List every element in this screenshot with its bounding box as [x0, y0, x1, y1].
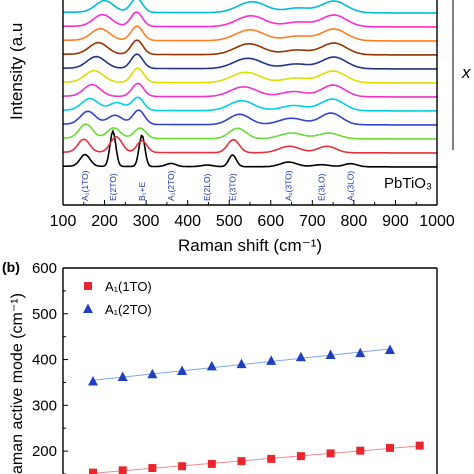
- x-tick-label: 300: [133, 213, 160, 230]
- x-tick-label: 600: [257, 213, 284, 230]
- panel-b-series: [88, 344, 424, 474]
- pbtio3-label: PbTiO₃: [384, 175, 432, 192]
- spectrum-line: [63, 109, 437, 126]
- x-tick-label: 100: [50, 213, 77, 230]
- data-point-square: [267, 454, 276, 463]
- data-point-square: [296, 452, 305, 461]
- data-point-triangle: [355, 347, 366, 358]
- data-point-triangle: [206, 360, 217, 371]
- data-point-triangle: [147, 368, 158, 379]
- x-tick-label: 800: [341, 213, 368, 230]
- panel-a-ticks: 100 200 300 400 500 600 700 800 900 1000: [50, 200, 455, 230]
- x-tick-label: 900: [382, 213, 409, 230]
- spectrum-line: [63, 11, 437, 28]
- data-point-triangle: [236, 358, 247, 369]
- data-point-triangle: [117, 371, 128, 381]
- legend-label: A₁(2TO): [105, 302, 152, 317]
- spectrum-line: [63, 96, 437, 112]
- data-point-square: [356, 446, 365, 455]
- spectrum-line: [63, 0, 437, 14]
- spectrum-line: [63, 53, 437, 70]
- panel-a-xlabel: Raman shift (cm⁻¹): [178, 236, 322, 255]
- y-tick-label: 500: [32, 306, 57, 323]
- x-tick-label: 700: [299, 213, 326, 230]
- data-point-triangle: [177, 365, 188, 375]
- legend-label: A₁(1TO): [105, 279, 152, 294]
- data-point-square: [326, 449, 335, 458]
- spectrum-line: [63, 67, 437, 84]
- y-tick-label: 300: [32, 397, 57, 414]
- data-point-square: [118, 466, 127, 474]
- mode-label: A₁(3TO): [284, 170, 294, 201]
- spectrum-line: [63, 39, 437, 56]
- spectra-group: [62, 0, 437, 168]
- data-point-square: [415, 441, 424, 450]
- y-tick-label: 600: [32, 260, 57, 277]
- panel-b-label: (b): [2, 259, 20, 275]
- legend: A₁(1TO) A₁(2TO): [83, 279, 152, 317]
- spectrum-line: [62, 82, 437, 98]
- legend-marker: [83, 303, 93, 313]
- panel-b: (b) aman active mode (cm⁻¹) 200 300 400 500…: [2, 259, 438, 474]
- mode-label: B₁+E: [137, 181, 147, 201]
- data-point-square: [207, 459, 216, 468]
- data-point-triangle: [325, 349, 336, 359]
- mode-label: E(2TO): [108, 173, 118, 201]
- panel-a: Intensity (a.u A₁(1TO) E(2TO) B₁+E A₁(2TO) E…: [7, 0, 471, 255]
- data-point-triangle: [266, 355, 277, 365]
- panel-a-ylabel: Intensity (a.u: [7, 23, 26, 120]
- data-point-triangle: [88, 376, 98, 386]
- mode-label: E(3TO): [228, 173, 238, 201]
- spectrum-line: [62, 135, 437, 154]
- mode-label: A₁(1TO): [80, 170, 90, 201]
- spectrum-line: [63, 129, 437, 168]
- y-tick-label: 400: [32, 352, 57, 369]
- fit-line: [92, 445, 420, 474]
- data-point-square: [386, 443, 394, 452]
- x-tick-label: 500: [216, 213, 243, 230]
- data-point-square: [237, 457, 246, 466]
- x-composition-label: x: [461, 63, 471, 82]
- data-point-triangle: [385, 344, 395, 354]
- mode-label: E(2LO): [202, 173, 212, 201]
- mode-label: E(3LO): [316, 173, 326, 201]
- spectrum-line: [63, 123, 437, 140]
- x-tick-label: 400: [174, 213, 201, 230]
- panel-b-ylabel: aman active mode (cm⁻¹): [9, 293, 26, 474]
- spectrum-line: [63, 25, 437, 42]
- x-tick-label: 1000: [419, 213, 455, 230]
- data-point-square: [148, 464, 157, 473]
- mode-label: A₁(3LO): [346, 171, 356, 201]
- data-point-triangle: [295, 351, 306, 362]
- legend-marker: [84, 282, 92, 290]
- x-tick-label: 200: [91, 213, 118, 230]
- data-point-square: [178, 462, 187, 471]
- mode-label: A₁(2TO): [166, 170, 176, 201]
- data-point-square: [89, 468, 97, 474]
- y-tick-label: 200: [32, 443, 57, 460]
- mode-labels: A₁(1TO) E(2TO) B₁+E A₁(2TO) E(2LO) E(3TO) A₁(3…: [80, 170, 356, 201]
- panel-b-ticks: 200 300 400 500 600: [32, 260, 68, 474]
